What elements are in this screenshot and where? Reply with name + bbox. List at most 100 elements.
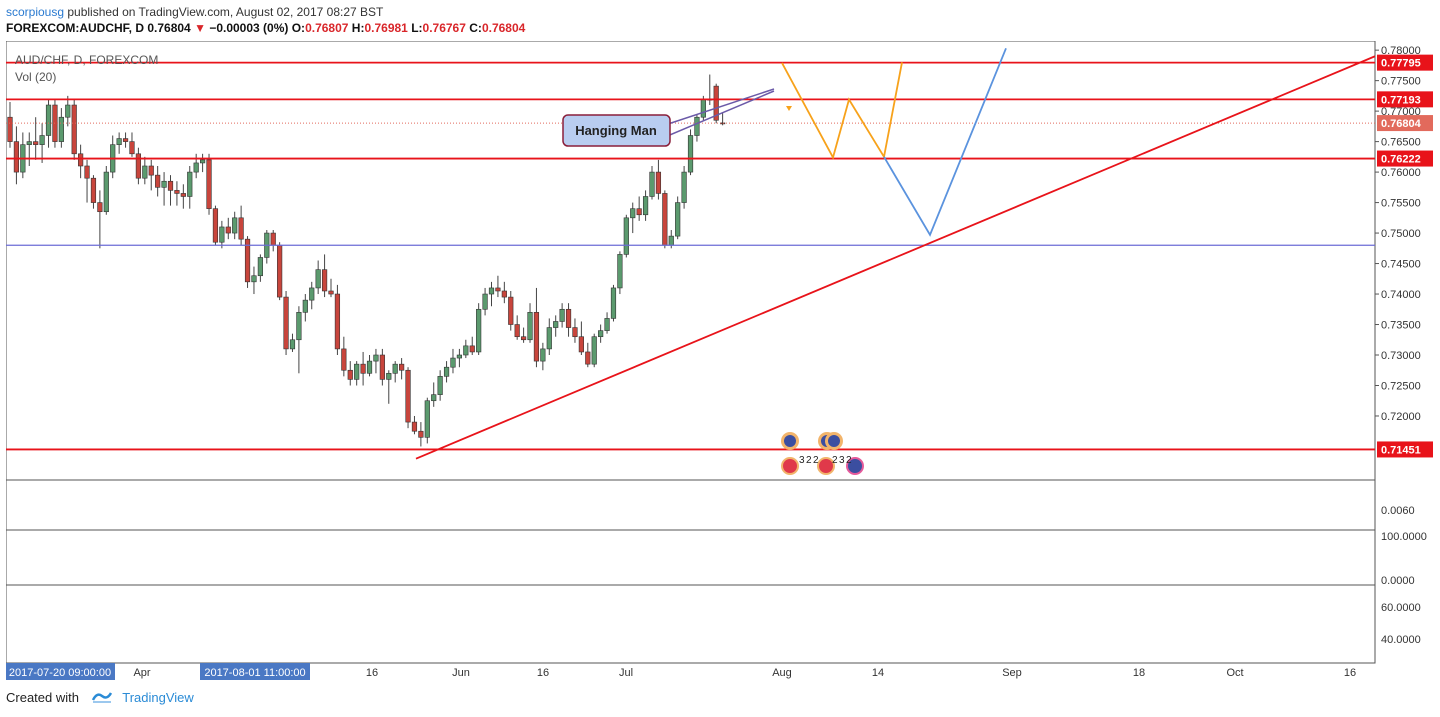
candle-body-74 [482, 293, 488, 310]
tradingview-logo-icon[interactable] [91, 690, 113, 707]
candle-body-13 [90, 177, 97, 203]
candle-body-32 [212, 208, 219, 243]
hanging-man-box [562, 114, 671, 147]
candle-body-103 [668, 235, 674, 246]
publish-header: scorpiousg published on TradingView.com,… [6, 3, 383, 21]
candle-body-42 [277, 244, 283, 298]
chart-svg[interactable]: 0.780000.775000.770000.765000.760000.755… [5, 40, 1435, 683]
projection-path-blue [883, 47, 1007, 237]
candle-body-46 [302, 299, 308, 313]
candle-body-94 [610, 287, 617, 319]
event-count-4: 2 [832, 455, 838, 466]
x-tick-jun: Jun [452, 667, 470, 679]
footer: Created with TradingView [6, 690, 194, 707]
x-tick-16c: 16 [1344, 667, 1356, 679]
candle-body-90 [585, 351, 591, 365]
y-tick-label-3: 0.76500 [1381, 137, 1421, 149]
pane3-value-label-bottom: 0.0000 [1381, 575, 1415, 587]
chart-area[interactable]: 0.78000 0.77500 0.77000 0.76500 0.76000 0.755… [5, 40, 1435, 683]
time-highlight-left [6, 663, 115, 680]
x-tick-18: 18 [1133, 667, 1145, 679]
level-tag-label-3: 0.71451 [1381, 444, 1421, 456]
candle-body-20 [135, 153, 142, 179]
callout-pointer-2 [664, 90, 775, 138]
y-tick-label-8: 0.74000 [1381, 289, 1421, 301]
drawings-layer [781, 47, 1007, 237]
event-count-2: 2 [806, 455, 812, 466]
candle-body-86 [559, 308, 565, 322]
time-highlight-mid-label: 2017-08-01 11:00:00 [204, 667, 305, 679]
economic-events[interactable]: 3 2 2 2 3 2 [781, 432, 864, 475]
price-tags: 0.77795 0.77193 0.76222 0.71451 0.76804 [1377, 54, 1433, 458]
candle-body-45 [296, 312, 302, 341]
ascending-trendline [415, 55, 1376, 460]
open-label: O: [291, 21, 306, 35]
candle-body-72 [469, 345, 475, 353]
x-tick-jul: Jul [619, 667, 633, 679]
legend-main: AUD/CHF, D, FOREXCOM [15, 53, 158, 67]
candle-body-1 [13, 141, 20, 173]
candle-body-58 [379, 354, 385, 380]
candle-body-107 [694, 116, 700, 136]
down-arrow-icon: ▼ [194, 21, 206, 35]
candle-body-44 [289, 339, 296, 350]
candle-body-89 [578, 336, 584, 353]
candle-body-43 [283, 296, 289, 350]
candle-body-14 [97, 202, 103, 213]
main-pane[interactable] [5, 40, 1376, 481]
candle-body-0 [7, 116, 13, 142]
candle-body-5 [39, 135, 45, 145]
last-price-tag-label: 0.76804 [1381, 118, 1422, 130]
pane4-value-label-top: 60.0000 [1381, 602, 1421, 614]
candle-body-68 [443, 366, 450, 377]
candle-body-108 [700, 98, 706, 118]
pane-2[interactable] [5, 479, 1376, 531]
candle-body-67 [437, 376, 443, 395]
level-tag-label-1: 0.77193 [1381, 94, 1421, 106]
candle-body-53 [347, 369, 353, 380]
candle-body-105 [681, 171, 687, 203]
candle-body-111 [720, 122, 726, 125]
event-flag-au-inner-icon [784, 435, 796, 447]
high-label: H: [351, 21, 365, 35]
candle-body-73 [476, 308, 482, 353]
x-tick-16b: 16 [537, 667, 549, 679]
candle-body-60 [392, 363, 398, 374]
y-axis-ticks: 0.780000.775000.770000.765000.760000.755… [1375, 45, 1421, 423]
event-flag-ch-icon-2[interactable] [817, 457, 835, 475]
candle-body-81 [527, 312, 533, 341]
event-flag-au-inner-icon-3 [828, 435, 840, 447]
y-tick-label-11: 0.72500 [1381, 380, 1421, 392]
callout-pointer [664, 88, 775, 126]
event-flag-au-icon-4[interactable] [846, 457, 864, 475]
candle-body-22 [148, 165, 154, 176]
candle-body-96 [623, 217, 629, 255]
open-value: 0.76807 [305, 21, 349, 35]
pane-4[interactable] [5, 584, 1376, 664]
author-link[interactable]: scorpiousg [6, 5, 65, 19]
event-flag-ch-icon[interactable] [781, 457, 799, 475]
event-count-3: 2 [813, 455, 819, 466]
candle-body-27 [180, 193, 186, 197]
candle-body-30 [200, 159, 206, 164]
candle-body-70 [456, 354, 463, 359]
candle-body-78 [508, 296, 514, 325]
candle-body-66 [431, 394, 437, 402]
candle-body-3 [26, 141, 32, 145]
x-tick-oct: Oct [1226, 667, 1243, 679]
candle-body-97 [630, 208, 636, 219]
pane-3[interactable] [5, 529, 1376, 586]
time-axis[interactable]: 2017-07-20 09:00:00 2017-08-01 11:00:00 … [6, 663, 1356, 680]
candle-body-49 [321, 269, 328, 292]
candle-body-41 [270, 232, 276, 246]
hanging-man-label: Hanging Man [575, 123, 657, 138]
projection-path-orange [781, 62, 903, 160]
tradingview-link[interactable]: TradingView [122, 690, 194, 705]
candle-body-63 [411, 421, 418, 432]
level-tag-label-0: 0.77795 [1381, 58, 1421, 70]
candle-body-38 [251, 275, 257, 283]
hanging-man-callout[interactable]: Hanging Man [562, 88, 775, 147]
candle-body-52 [341, 348, 347, 371]
candle-body-100 [649, 171, 655, 197]
candle-body-87 [565, 308, 572, 328]
